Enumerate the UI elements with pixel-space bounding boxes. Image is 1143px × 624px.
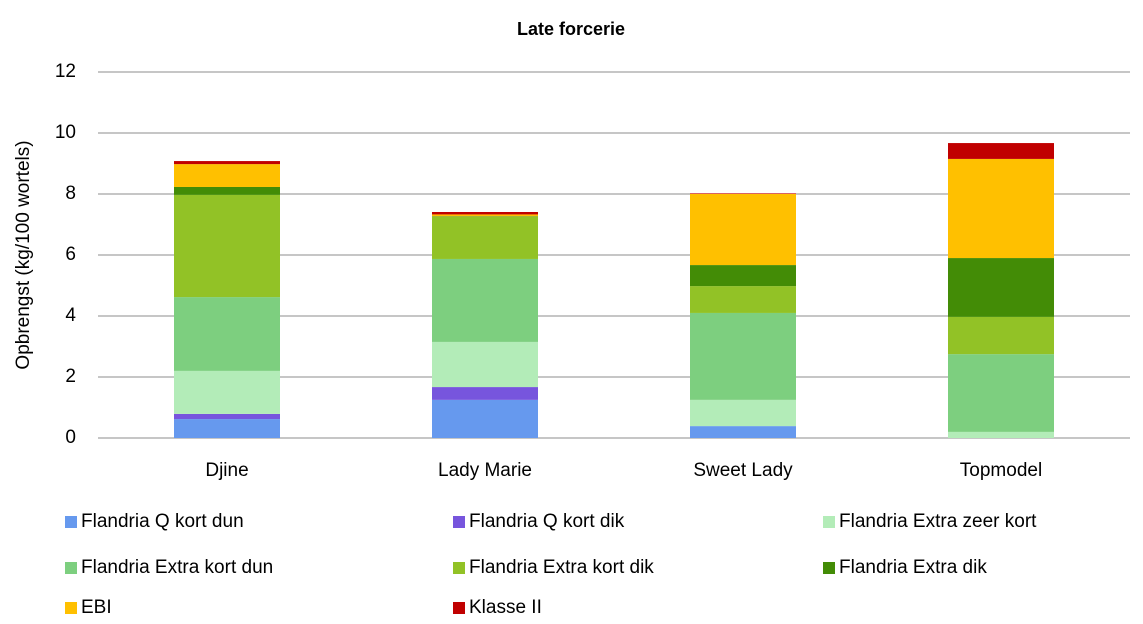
legend-swatch bbox=[453, 562, 465, 574]
bar-segment bbox=[690, 265, 796, 287]
bar-segment bbox=[432, 341, 538, 388]
legend-label: Flandria Q kort dun bbox=[81, 511, 244, 532]
bar-segment bbox=[174, 164, 280, 187]
y-axis-title: Opbrengst (kg/100 wortels) bbox=[13, 140, 34, 369]
legend-swatch bbox=[65, 602, 77, 614]
bar-segment bbox=[690, 193, 796, 194]
x-tick-label: Sweet Lady bbox=[693, 460, 793, 481]
bar-segment bbox=[174, 161, 280, 165]
bar-segment bbox=[174, 419, 280, 438]
bar-segment bbox=[690, 286, 796, 313]
legend-label: EBI bbox=[81, 597, 112, 618]
legend-label: Flandria Extra dik bbox=[839, 557, 987, 578]
y-tick-label: 4 bbox=[65, 305, 76, 326]
bar-segment bbox=[432, 214, 538, 217]
legend-swatch bbox=[453, 602, 465, 614]
bar-segment bbox=[174, 297, 280, 371]
bar-segment bbox=[948, 258, 1054, 317]
x-tick-label: Topmodel bbox=[960, 460, 1042, 481]
bar-segment bbox=[174, 194, 280, 298]
y-tick-label: 12 bbox=[55, 61, 76, 82]
legend-swatch bbox=[823, 516, 835, 528]
y-tick-label: 0 bbox=[65, 427, 76, 448]
bar-segment bbox=[432, 387, 538, 400]
bar-segment bbox=[432, 258, 538, 342]
legend-label: Flandria Q kort dik bbox=[469, 511, 625, 532]
y-tick-label: 10 bbox=[55, 122, 76, 143]
bar-segment bbox=[948, 354, 1054, 432]
bar-segment bbox=[948, 316, 1054, 355]
bar-segment bbox=[174, 370, 280, 414]
y-tick-label: 6 bbox=[65, 244, 76, 265]
y-tick-label: 8 bbox=[65, 183, 76, 204]
x-tick-label: Djine bbox=[205, 460, 248, 481]
x-tick-label: Lady Marie bbox=[438, 460, 532, 481]
bar-segment bbox=[690, 194, 796, 266]
legend-swatch bbox=[823, 562, 835, 574]
bar-segment bbox=[948, 158, 1054, 259]
bar-segment bbox=[690, 426, 796, 438]
bar-segment bbox=[948, 431, 1054, 438]
legend-swatch bbox=[65, 562, 77, 574]
chart-title: Late forcerie bbox=[517, 19, 625, 39]
bar-segment bbox=[432, 399, 538, 438]
legend-label: Flandria Extra zeer kort bbox=[839, 511, 1037, 532]
bar-segment bbox=[174, 186, 280, 195]
bar-segment bbox=[690, 312, 796, 400]
bar-segment bbox=[948, 143, 1054, 159]
legend-swatch bbox=[65, 516, 77, 528]
legend-swatch bbox=[453, 516, 465, 528]
legend-label: Flandria Extra kort dun bbox=[81, 557, 273, 578]
bar-segment bbox=[174, 413, 280, 420]
legend-label: Flandria Extra kort dik bbox=[469, 557, 654, 578]
y-tick-label: 2 bbox=[65, 366, 76, 387]
bar-segment bbox=[432, 216, 538, 217]
legend-label: Klasse II bbox=[469, 597, 542, 618]
bar-segment bbox=[432, 216, 538, 259]
bar-segment bbox=[690, 399, 796, 427]
bar-segment bbox=[432, 211, 538, 215]
